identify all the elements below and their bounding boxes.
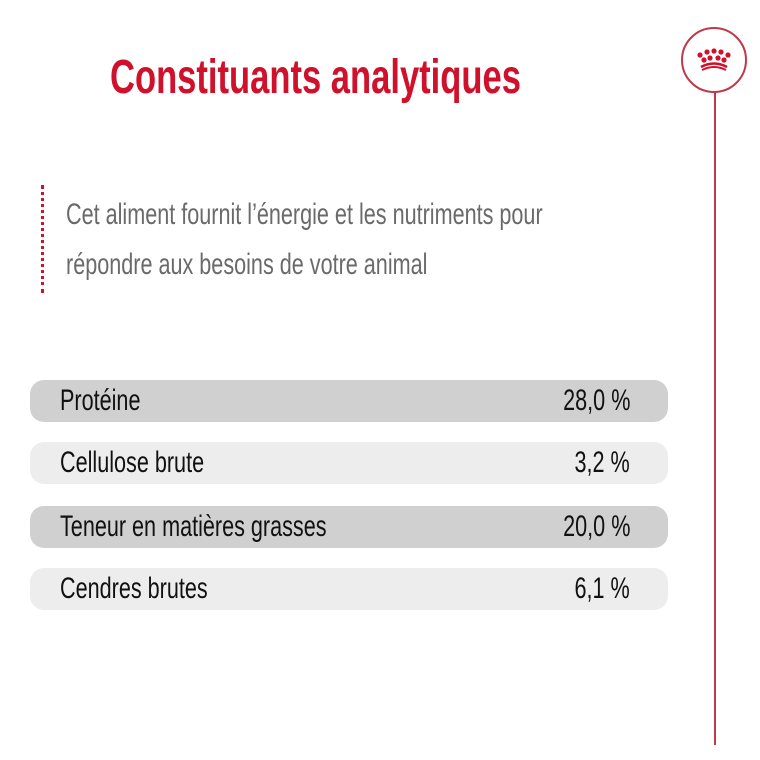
nutrient-row: Protéine 28,0 % (30, 380, 668, 422)
crown-icon (697, 48, 731, 71)
nutrient-value: 20,0 % (562, 510, 630, 543)
nutrient-label: Cellulose brute (60, 446, 205, 479)
subtitle-line-2: répondre aux besoins de votre animal (66, 248, 568, 282)
nutrient-label: Teneur en matières grasses (60, 510, 327, 543)
subtitle-text: Cet aliment fournit l’énergie et les nut… (66, 198, 543, 231)
nutrient-value: 6,1 % (574, 572, 630, 605)
nutrient-row: Cellulose brute 3,2 % (30, 442, 668, 484)
nutrient-row: Teneur en matières grasses 20,0 % (30, 506, 668, 548)
page-title-text: Constituants analytiques (110, 51, 521, 104)
subtitle-text: répondre aux besoins de votre animal (66, 248, 428, 281)
dotted-divider (41, 185, 44, 293)
page-title: Constituants analytiques (110, 50, 681, 105)
nutrient-value: 3,2 % (574, 446, 630, 479)
nutrient-value: 28,0 % (562, 384, 630, 417)
brand-logo (681, 27, 747, 93)
nutrient-label: Protéine (60, 384, 141, 417)
subtitle-line-1: Cet aliment fournit l’énergie et les nut… (66, 198, 728, 232)
vertical-divider (714, 92, 716, 745)
nutrient-row: Cendres brutes 6,1 % (30, 568, 668, 610)
nutrient-label: Cendres brutes (60, 572, 208, 605)
